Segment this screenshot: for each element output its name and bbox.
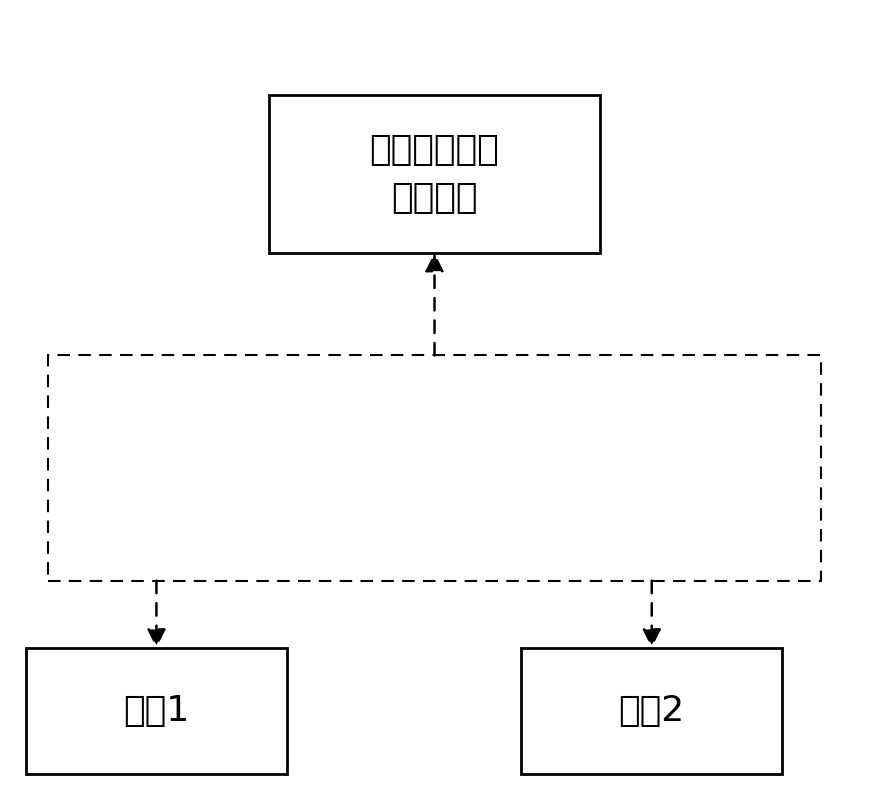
Text: 附带无线模块
的中央站: 附带无线模块 的中央站	[369, 133, 500, 215]
Text: 探头1: 探头1	[123, 694, 189, 728]
Text: 探头2: 探头2	[619, 694, 685, 728]
Bar	[269, 95, 600, 253]
Bar	[521, 648, 782, 774]
Bar	[48, 356, 821, 581]
Bar	[26, 648, 287, 774]
